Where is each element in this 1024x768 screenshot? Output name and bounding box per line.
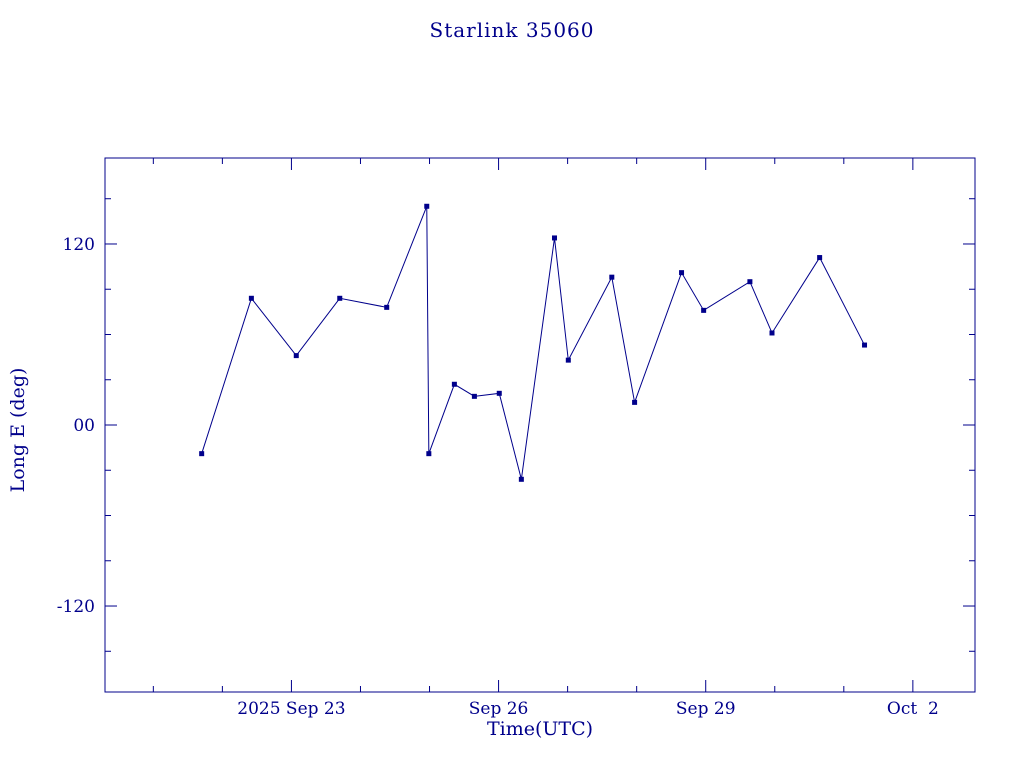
- data-point-marker: [862, 342, 868, 348]
- data-point-marker: [701, 307, 707, 313]
- data-point-marker: [609, 274, 615, 280]
- y-tick-label: -120: [57, 597, 95, 617]
- data-point-marker: [248, 295, 254, 301]
- x-tick-label: Sep 29: [676, 699, 736, 719]
- data-point-marker: [384, 304, 390, 310]
- y-tick-label: 00: [73, 416, 95, 436]
- x-axis-label: Time(UTC): [486, 718, 594, 740]
- data-point-marker: [565, 357, 571, 363]
- data-point-marker: [496, 390, 502, 396]
- data-point-marker: [451, 381, 457, 387]
- data-point-marker: [471, 393, 477, 399]
- data-line: [201, 206, 865, 480]
- data-point-marker: [552, 235, 557, 241]
- x-tick-label: 2025 Sep 23: [237, 699, 345, 719]
- data-point-marker: [632, 399, 638, 405]
- data-point-marker: [426, 451, 432, 457]
- data-point-marker: [337, 295, 343, 301]
- data-point-marker: [199, 451, 205, 457]
- data-point-marker: [679, 270, 685, 276]
- y-tick-label: 120: [63, 235, 95, 255]
- data-point-marker: [769, 330, 775, 336]
- data-point-marker: [747, 279, 753, 285]
- x-tick-label: Oct 2: [887, 699, 939, 719]
- data-point-marker: [293, 353, 299, 359]
- x-tick-label: Sep 26: [469, 699, 529, 719]
- data-point-marker: [424, 203, 430, 209]
- plot-frame: [104, 157, 976, 693]
- data-point-marker: [817, 255, 823, 261]
- data-point-marker: [518, 476, 524, 482]
- chart-title: Starlink 35060: [429, 18, 595, 42]
